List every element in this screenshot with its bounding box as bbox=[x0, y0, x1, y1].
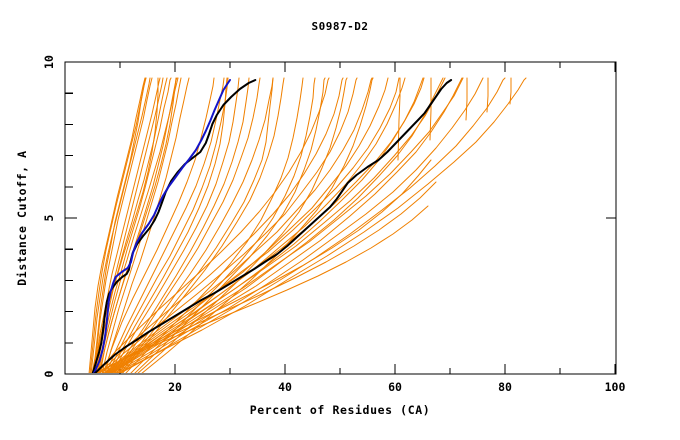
page-title: S0987-D2 bbox=[312, 20, 369, 33]
x-axis-label: Percent of Residues (CA) bbox=[250, 403, 431, 417]
series-population-orange bbox=[88, 77, 527, 373]
series-highlight-blue bbox=[92, 79, 231, 373]
x-tick-labels: 0 20 40 60 80 100 bbox=[62, 380, 626, 394]
x-tick-60: 60 bbox=[388, 380, 402, 394]
y-tick-10: 10 bbox=[42, 55, 56, 69]
x-tick-40: 40 bbox=[278, 380, 292, 394]
y-axis-label: Distance Cutoff, A bbox=[15, 150, 29, 285]
y-tick-labels: 0 5 10 bbox=[42, 55, 56, 377]
series-reference-left-black bbox=[91, 79, 257, 373]
data-region bbox=[88, 77, 527, 373]
x-tick-20: 20 bbox=[168, 380, 182, 394]
y-tick-0: 0 bbox=[42, 370, 56, 377]
x-tick-80: 80 bbox=[498, 380, 512, 394]
axis-ticks bbox=[64, 61, 616, 375]
y-tick-5: 5 bbox=[42, 214, 56, 221]
x-tick-100: 100 bbox=[605, 380, 626, 394]
series-reference-right-black bbox=[93, 79, 453, 373]
x-tick-0: 0 bbox=[62, 380, 69, 394]
